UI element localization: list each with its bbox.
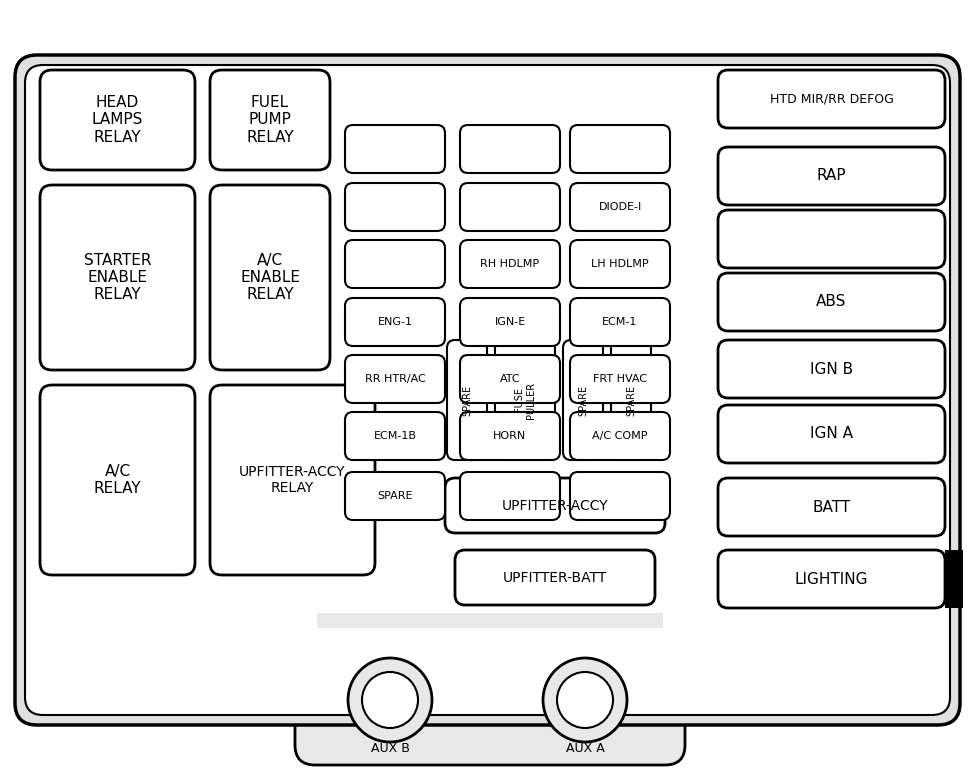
FancyBboxPatch shape xyxy=(570,183,670,231)
Text: A/C
RELAY: A/C RELAY xyxy=(94,464,142,496)
Text: RAP: RAP xyxy=(817,168,846,183)
FancyBboxPatch shape xyxy=(460,183,560,231)
FancyBboxPatch shape xyxy=(460,412,560,460)
Text: ATC: ATC xyxy=(499,374,521,384)
Text: ABS: ABS xyxy=(817,295,847,310)
FancyBboxPatch shape xyxy=(460,240,560,288)
FancyBboxPatch shape xyxy=(718,273,945,331)
FancyBboxPatch shape xyxy=(495,340,555,460)
FancyBboxPatch shape xyxy=(460,355,560,403)
Circle shape xyxy=(557,672,613,728)
Circle shape xyxy=(362,672,418,728)
Text: IGN-E: IGN-E xyxy=(494,317,526,327)
Text: IGN B: IGN B xyxy=(810,361,853,377)
Text: FUSE
PULLER: FUSE PULLER xyxy=(514,381,535,419)
FancyBboxPatch shape xyxy=(345,298,445,346)
FancyBboxPatch shape xyxy=(345,472,445,520)
FancyBboxPatch shape xyxy=(570,472,670,520)
FancyBboxPatch shape xyxy=(718,478,945,536)
FancyBboxPatch shape xyxy=(210,385,375,575)
Text: HEAD
LAMPS
RELAY: HEAD LAMPS RELAY xyxy=(92,95,144,145)
Text: LIGHTING: LIGHTING xyxy=(794,572,869,587)
Text: SPARE: SPARE xyxy=(578,385,588,416)
Text: LH HDLMP: LH HDLMP xyxy=(591,259,649,269)
FancyBboxPatch shape xyxy=(570,125,670,173)
Bar xyxy=(315,615,665,650)
FancyBboxPatch shape xyxy=(563,340,603,460)
FancyBboxPatch shape xyxy=(345,125,445,173)
FancyBboxPatch shape xyxy=(611,340,651,460)
Circle shape xyxy=(543,658,627,742)
Text: IGN A: IGN A xyxy=(810,427,853,441)
FancyBboxPatch shape xyxy=(40,70,195,170)
FancyBboxPatch shape xyxy=(460,298,560,346)
Text: AUX A: AUX A xyxy=(566,742,605,754)
Text: HTD MIR/RR DEFOG: HTD MIR/RR DEFOG xyxy=(770,93,893,105)
FancyBboxPatch shape xyxy=(460,125,560,173)
Text: SPARE: SPARE xyxy=(377,491,412,501)
Text: UPFITTER-ACCY: UPFITTER-ACCY xyxy=(501,498,609,512)
Circle shape xyxy=(348,658,432,742)
FancyBboxPatch shape xyxy=(570,240,670,288)
FancyBboxPatch shape xyxy=(25,65,950,715)
FancyBboxPatch shape xyxy=(345,183,445,231)
FancyBboxPatch shape xyxy=(447,340,487,460)
FancyBboxPatch shape xyxy=(345,355,445,403)
Text: ENG-1: ENG-1 xyxy=(377,317,412,327)
Text: SPARE: SPARE xyxy=(626,385,636,416)
Text: FUEL
PUMP
RELAY: FUEL PUMP RELAY xyxy=(246,95,294,145)
Bar xyxy=(945,550,963,608)
FancyBboxPatch shape xyxy=(210,70,330,170)
FancyBboxPatch shape xyxy=(295,620,685,765)
Text: UPFITTER-ACCY
RELAY: UPFITTER-ACCY RELAY xyxy=(239,465,346,495)
FancyBboxPatch shape xyxy=(455,550,655,605)
Text: A/C COMP: A/C COMP xyxy=(592,431,648,441)
FancyBboxPatch shape xyxy=(445,478,665,533)
FancyBboxPatch shape xyxy=(345,412,445,460)
FancyBboxPatch shape xyxy=(718,405,945,463)
FancyBboxPatch shape xyxy=(570,412,670,460)
FancyBboxPatch shape xyxy=(570,298,670,346)
Text: A/C
ENABLE
RELAY: A/C ENABLE RELAY xyxy=(240,253,300,303)
Text: ECM-1: ECM-1 xyxy=(602,317,638,327)
FancyBboxPatch shape xyxy=(718,340,945,398)
Text: STARTER
ENABLE
RELAY: STARTER ENABLE RELAY xyxy=(84,253,151,303)
FancyBboxPatch shape xyxy=(718,70,945,128)
Text: SPARE: SPARE xyxy=(462,385,472,416)
Text: FRT HVAC: FRT HVAC xyxy=(593,374,647,384)
FancyBboxPatch shape xyxy=(718,550,945,608)
Text: BATT: BATT xyxy=(812,499,851,515)
Text: AUX B: AUX B xyxy=(370,742,409,754)
Bar xyxy=(317,613,663,628)
Text: RR HTR/AC: RR HTR/AC xyxy=(364,374,425,384)
FancyBboxPatch shape xyxy=(460,472,560,520)
Text: HORN: HORN xyxy=(493,431,527,441)
Text: UPFITTER-BATT: UPFITTER-BATT xyxy=(503,570,607,584)
FancyBboxPatch shape xyxy=(718,210,945,268)
FancyBboxPatch shape xyxy=(345,240,445,288)
FancyBboxPatch shape xyxy=(718,147,945,205)
FancyBboxPatch shape xyxy=(40,385,195,575)
FancyBboxPatch shape xyxy=(210,185,330,370)
FancyBboxPatch shape xyxy=(40,185,195,370)
Text: DIODE-I: DIODE-I xyxy=(598,202,642,212)
Text: ECM-1B: ECM-1B xyxy=(373,431,416,441)
FancyBboxPatch shape xyxy=(15,55,960,725)
Text: RH HDLMP: RH HDLMP xyxy=(481,259,539,269)
FancyBboxPatch shape xyxy=(570,355,670,403)
